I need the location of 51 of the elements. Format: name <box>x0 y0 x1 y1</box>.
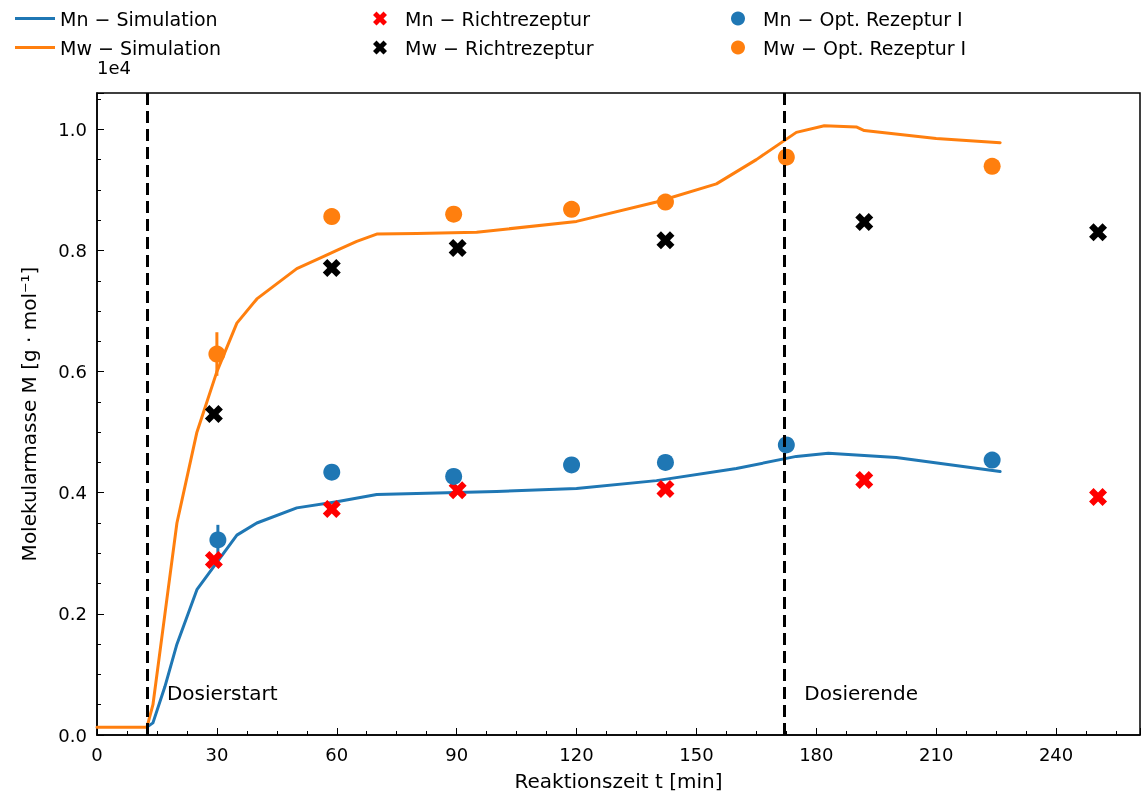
x-tick-label: 60 <box>325 743 349 765</box>
point <box>855 213 874 232</box>
point <box>208 345 226 363</box>
y-tick-label: 0.6 <box>58 361 87 383</box>
point <box>983 157 1001 175</box>
point <box>563 456 581 474</box>
y-tick-label: 0.4 <box>58 482 87 504</box>
point <box>445 467 463 485</box>
legend-label: Mn − Richtrezeptur <box>405 7 591 30</box>
point <box>1089 487 1108 506</box>
ref-line-label: Dosierende <box>804 681 919 705</box>
x-tick-label: 210 <box>919 743 954 765</box>
legend-label: Mw − Opt. Rezeptur I <box>763 36 967 59</box>
y-tick-label: 0.2 <box>58 603 87 625</box>
point <box>855 471 874 490</box>
point <box>983 451 1001 469</box>
point <box>445 205 463 223</box>
x-tick-label: 90 <box>445 743 469 765</box>
point <box>448 239 467 258</box>
point <box>656 453 674 471</box>
point <box>1089 223 1108 242</box>
point <box>656 193 674 211</box>
y-tick-label: 0.8 <box>58 239 87 261</box>
x-tick-label: 30 <box>205 743 229 765</box>
point <box>204 405 223 423</box>
x-tick-label: 150 <box>679 743 714 765</box>
x-tick-label: 0 <box>91 743 103 765</box>
legend-label: Mn − Simulation <box>60 7 218 30</box>
line-series <box>95 124 1002 729</box>
y-axis-title: Molekularmasse M [g · mol⁻¹] <box>17 266 41 562</box>
point <box>204 550 223 569</box>
legend-label: Mn − Opt. Rezeptur I <box>763 7 963 30</box>
x-tick-label: 180 <box>799 743 834 765</box>
point <box>323 208 341 226</box>
point <box>323 463 341 481</box>
point <box>656 480 675 499</box>
ref-line-label: Dosierstart <box>166 681 278 705</box>
text: 1e4 <box>97 56 131 78</box>
y-tick-label: 1.0 <box>58 118 87 140</box>
x-axis-title: Reaktionszeit t [min] <box>514 769 723 793</box>
point <box>322 259 341 278</box>
point <box>563 200 581 218</box>
point <box>448 481 467 500</box>
point <box>656 231 675 250</box>
x-tick-label: 120 <box>559 743 594 765</box>
point <box>322 500 341 519</box>
legend-label: Mw − Richtrezeptur <box>405 36 594 59</box>
y-tick-label: 0.0 <box>58 724 87 746</box>
point <box>209 531 227 549</box>
legend-label: Mw − Simulation <box>60 36 222 59</box>
x-tick-label: 240 <box>1038 743 1074 765</box>
